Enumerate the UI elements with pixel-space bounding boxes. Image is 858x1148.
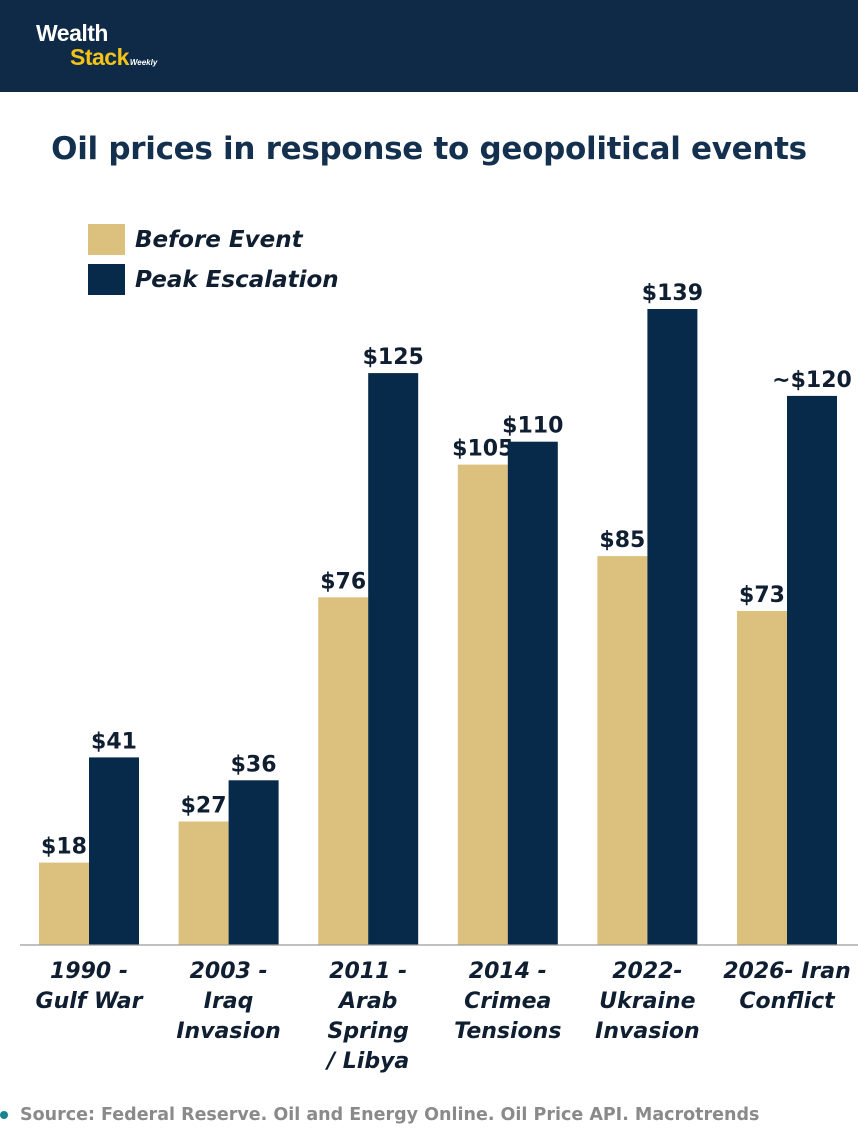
source-text: Source: Federal Reserve. Oil and Energy … (20, 1105, 760, 1125)
bar-before-0 (39, 862, 89, 945)
bar-before-4 (597, 556, 648, 945)
legend-swatch-peak (88, 264, 125, 295)
category-label-0-line-1: Gulf War (36, 989, 144, 1014)
category-label-1-line-1: Iraq (204, 989, 254, 1014)
data-label-peak-1: $36 (231, 752, 277, 777)
category-label-2-line-3: / Libya (324, 1049, 409, 1074)
category-label-4-line-2: Invasion (595, 1019, 699, 1044)
data-label-before-0: $18 (41, 835, 87, 860)
logo-wealth-text: Wealth (36, 20, 108, 46)
legend-label-before: Before Event (135, 226, 303, 253)
legend-label-peak: Peak Escalation (135, 266, 339, 293)
data-label-before-3: $105 (452, 437, 513, 462)
category-label-2-line-2: Spring (327, 1019, 408, 1044)
category-label-2-line-1: Arab (337, 989, 397, 1014)
bullet-dot-icon (0, 1111, 8, 1119)
chart-legend: Before Event Peak Escalation (88, 224, 339, 304)
logo-weekly-text: Weekly (129, 58, 158, 67)
bar-peak-3 (507, 441, 558, 945)
category-label-4-line-1: Ukraine (599, 989, 695, 1014)
data-label-peak-4: $139 (642, 281, 703, 306)
bar-peak-0 (89, 757, 139, 945)
data-label-before-5: $73 (739, 583, 785, 608)
category-label-5-line-1: Conflict (739, 989, 836, 1014)
category-label-3-line-1: Crimea (464, 989, 551, 1014)
bar-peak-1 (228, 780, 279, 945)
header-banner: Wealth StackWeekly (0, 0, 858, 92)
data-label-before-4: $85 (599, 528, 645, 553)
category-label-4-line-0: 2022- (612, 959, 682, 984)
category-label-1-line-0: 2003 - (190, 959, 268, 984)
logo-stack-text: Stack (70, 44, 129, 70)
category-label-3-line-2: Tensions (454, 1019, 561, 1044)
bar-before-2 (318, 597, 369, 945)
chart-title: Oil prices in response to geopolitical e… (51, 131, 807, 167)
bar-before-1 (178, 821, 229, 945)
category-label-1-line-2: Invasion (176, 1019, 280, 1044)
legend-item-peak: Peak Escalation (88, 264, 339, 295)
wealth-stack-logo: Wealth StackWeekly (36, 22, 157, 69)
data-label-peak-0: $41 (91, 729, 137, 754)
legend-swatch-before (88, 224, 125, 255)
bar-before-3 (457, 464, 508, 945)
data-label-before-2: $76 (320, 569, 366, 594)
bar-before-5 (737, 611, 787, 945)
bar-peak-5 (787, 395, 837, 945)
data-label-peak-2: $125 (363, 345, 424, 370)
category-label-3-line-0: 2014 - (469, 959, 547, 984)
data-label-before-1: $27 (181, 794, 227, 819)
category-label-0-line-0: 1990 - (50, 959, 128, 984)
bar-peak-2 (368, 373, 419, 946)
category-label-2-line-0: 2011 - (329, 959, 407, 984)
bar-peak-4 (647, 309, 698, 945)
source-note: Source: Federal Reserve. Oil and Energy … (0, 1105, 759, 1125)
category-label-5-line-0: 2026- Iran (723, 959, 851, 984)
data-label-peak-5: ~$120 (772, 368, 852, 393)
data-label-peak-3: $110 (502, 414, 563, 439)
legend-item-before: Before Event (88, 224, 339, 255)
